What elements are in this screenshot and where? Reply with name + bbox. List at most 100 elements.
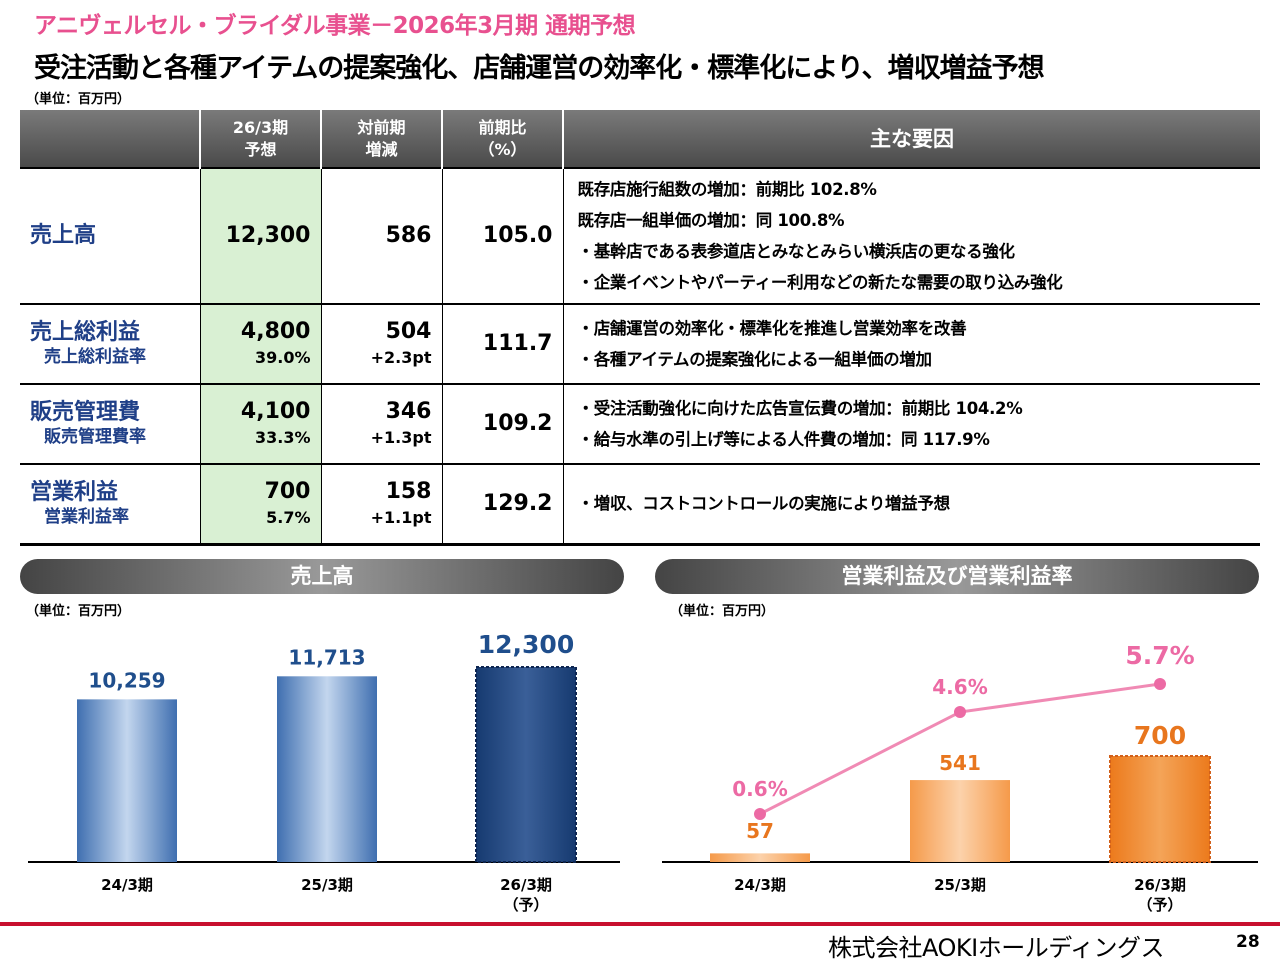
ratio-value: 129.2 [482,490,553,516]
ratio-value: 111.7 [482,331,553,356]
table-row: 販売管理費 販売管理費率 4,100 33.3% 346 +1.3pt 109.2 ・受注活動… [20,383,1260,464]
ratio-cell: 105.0 [442,167,564,304]
x-tick-label: （予） [503,896,548,914]
forecast-value: 12,300 [225,223,311,248]
sales-data-label: 10,259 [88,668,165,692]
row-sub-name: 販売管理費率 [44,427,146,447]
op-combo-chart: 57 541 700 0.6% 4.6% 5.7% 24/3期 25/3期 26/3期 （予） [662,641,1258,914]
header-change-l1: 対前期 [357,117,406,137]
header-forecast-l2: 予想 [244,139,277,159]
row-label-cell: 売上高 [20,167,201,304]
op-data-label: 541 [939,751,981,775]
header-forecast-l1: 26/3期 [232,117,289,137]
sales-data-label: 11,713 [288,645,365,669]
op-data-label: 700 [1134,721,1186,750]
row-name: 販売管理費 [30,400,141,425]
op-data-label: 57 [746,819,774,843]
row-label-cell: 販売管理費 販売管理費率 [20,383,201,464]
sales-chart-title: 売上高 [20,559,624,594]
x-tick-label: 26/3期 [500,876,552,894]
forecast-cell: 4,100 33.3% [200,383,322,464]
header-forecast: 26/3期 予想 [200,110,322,168]
op-unit-label: （単位：百万円） [670,604,775,619]
x-tick-label: 24/3期 [101,876,153,894]
sales-bar-chart: 10,259 11,713 12,300 24/3期 25/3期 26/3期 （予） [28,630,620,914]
change-value: 346 [385,399,432,424]
table-unit-label: （単位：百万円） [26,92,131,107]
reason-line: ・各種アイテムの提案強化による一組単価の増加 [577,350,933,369]
sales-unit-label: （単位：百万円） [26,604,131,619]
ratio-value: 109.2 [482,411,553,436]
row-label-cell: 売上総利益 売上総利益率 [20,303,201,384]
header-ratio: 前期比 （%） [442,110,564,168]
sales-data-label: 12,300 [478,630,574,659]
reason-line: ・増収、コストコントロールの実施により増益予想 [577,494,951,514]
ratio-cell: 111.7 [442,303,564,384]
reason-line: ・企業イベントやパーティー利用などの新たな需要の取り込み強化 [577,273,1063,292]
page-subtitle: アニヴェルセル・ブライダル事業－2026年3月期 通期予想 [34,13,636,39]
sales-bar [277,676,377,862]
header-reasons: 主な要因 [563,110,1260,168]
change-value: 586 [385,223,432,248]
company-name: 株式会社AOKIホールディングス [828,934,1165,960]
table-row: 売上高 12,300 586 105.0 既存店施行組数の増加：前期比 102.8% 既存… [20,167,1260,304]
x-tick-label: 25/3期 [934,876,986,894]
row-name: 売上総利益 [30,320,141,345]
header-change-l2: 増減 [365,139,398,159]
row-name: 売上高 [30,223,97,248]
row-sub-name: 営業利益率 [44,506,129,527]
forecast-sub-value: 33.3% [254,428,311,447]
op-chart-title: 営業利益及び営業利益率 [655,559,1259,594]
forecast-sub-value: 5.7% [266,507,311,527]
row-sub-name: 売上総利益率 [44,347,146,367]
row-label-cell: 営業利益 営業利益率 [20,463,201,546]
op-bar [710,853,810,862]
ratio-cell: 109.2 [442,383,564,464]
table-row: 営業利益 営業利益率 700 5.7% 158 +1.1pt 129.2 ・増収、コストコント… [20,463,1260,546]
change-value: 158 [385,478,432,504]
forecast-cell: 4,800 39.0% [200,303,322,384]
change-sub-value: +1.1pt [370,507,432,527]
header-blank [20,110,201,168]
change-cell: 504 +2.3pt [321,303,443,384]
op-margin-point [954,706,966,719]
page-headline: 受注活動と各種アイテムの提案強化、店舗運営の効率化・標準化により、増収増益予想 [34,53,1045,84]
sales-bar [475,666,577,863]
header-ratio-l1: 前期比 [478,117,527,137]
op-margin-point [754,808,766,820]
ratio-value: 105.0 [482,223,553,248]
reasons-cell: ・店舗運営の効率化・標準化を推進し営業効率を改善 ・各種アイテムの提案強化による一… [563,303,1260,384]
forecast-cell: 700 5.7% [200,463,322,546]
forecast-table: 26/3期 予想 対前期 増減 前期比 （%） 主な要因 売上高 12,300 586 10… [20,110,1260,546]
header-ratio-l2: （%） [478,139,527,159]
ratio-cell: 129.2 [442,463,564,546]
forecast-value: 4,100 [240,399,311,424]
x-tick-label: 26/3期 [1134,876,1186,894]
op-margin-point [1154,678,1166,690]
op-margin-label: 4.6% [932,675,987,699]
change-cell: 586 [321,167,443,304]
row-name: 営業利益 [30,479,119,505]
reason-line: ・給与水準の引上げ等による人件費の増加：同 117.9% [577,430,990,449]
reason-line: ・店舗運営の効率化・標準化を推進し営業効率を改善 [577,319,967,338]
reasons-cell: ・増収、コストコントロールの実施により増益予想 [563,463,1260,546]
reason-line: 既存店一組単価の増加：同 100.8% [577,211,845,230]
reason-line: ・受注活動強化に向けた広告宣伝費の増加：前期比 104.2% [577,399,1023,418]
op-margin-label: 5.7% [1125,641,1194,670]
forecast-cell: 12,300 [200,167,322,304]
header-change: 対前期 増減 [321,110,443,168]
change-sub-value: +1.3pt [370,428,432,447]
forecast-value: 700 [264,478,311,504]
reasons-cell: ・受注活動強化に向けた広告宣伝費の増加：前期比 104.2% ・給与水準の引上げ等… [563,383,1260,464]
change-sub-value: +2.3pt [370,348,432,367]
op-bar [1109,755,1211,863]
forecast-value: 4,800 [240,319,311,344]
forecast-sub-value: 39.0% [254,348,311,367]
x-tick-label: 24/3期 [734,876,786,894]
x-tick-label: 25/3期 [301,876,353,894]
change-cell: 158 +1.1pt [321,463,443,546]
table-header-row: 26/3期 予想 対前期 増減 前期比 （%） 主な要因 [20,110,1260,168]
x-tick-label: （予） [1137,896,1182,914]
change-cell: 346 +1.3pt [321,383,443,464]
op-bar [910,780,1010,862]
